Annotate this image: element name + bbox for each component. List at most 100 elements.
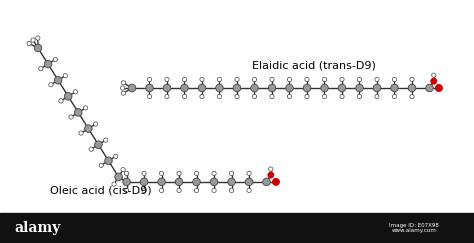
Circle shape <box>175 178 183 186</box>
Circle shape <box>163 84 171 92</box>
Circle shape <box>121 91 126 95</box>
Circle shape <box>34 44 42 52</box>
Circle shape <box>268 84 276 92</box>
Text: alamy: alamy <box>14 221 60 235</box>
Circle shape <box>252 77 256 82</box>
Circle shape <box>233 84 241 92</box>
Circle shape <box>270 94 274 99</box>
Circle shape <box>124 171 128 175</box>
Circle shape <box>165 77 169 82</box>
Circle shape <box>229 188 234 192</box>
Circle shape <box>305 94 309 99</box>
Circle shape <box>273 178 280 185</box>
Circle shape <box>322 94 327 99</box>
Circle shape <box>268 172 274 178</box>
Circle shape <box>435 85 442 92</box>
Circle shape <box>99 163 103 167</box>
Circle shape <box>89 147 93 151</box>
Circle shape <box>59 99 63 103</box>
Circle shape <box>73 90 78 94</box>
Circle shape <box>124 188 128 192</box>
Circle shape <box>247 171 251 175</box>
Circle shape <box>212 188 216 192</box>
Circle shape <box>121 167 125 172</box>
Circle shape <box>142 171 146 175</box>
Circle shape <box>27 41 31 46</box>
Circle shape <box>112 182 116 186</box>
Circle shape <box>159 188 164 192</box>
Circle shape <box>235 77 239 82</box>
Circle shape <box>69 115 73 119</box>
Bar <box>0 213 474 243</box>
Circle shape <box>269 167 273 171</box>
Circle shape <box>200 77 204 82</box>
Circle shape <box>218 94 222 99</box>
Circle shape <box>357 94 362 99</box>
Circle shape <box>194 188 199 192</box>
Circle shape <box>287 94 292 99</box>
Circle shape <box>373 84 381 92</box>
Circle shape <box>303 84 311 92</box>
Circle shape <box>105 157 112 165</box>
Circle shape <box>235 94 239 99</box>
Circle shape <box>210 178 218 186</box>
Circle shape <box>200 94 204 99</box>
Circle shape <box>84 125 92 132</box>
Circle shape <box>198 84 206 92</box>
Circle shape <box>181 84 188 92</box>
Circle shape <box>53 57 57 62</box>
Circle shape <box>140 178 148 186</box>
Circle shape <box>356 84 363 92</box>
Circle shape <box>79 131 83 135</box>
Circle shape <box>305 77 309 82</box>
Text: Oleic acid (cis-D9): Oleic acid (cis-D9) <box>50 185 152 195</box>
Circle shape <box>159 171 164 175</box>
Circle shape <box>216 84 223 92</box>
Circle shape <box>128 84 136 92</box>
Circle shape <box>251 84 258 92</box>
Circle shape <box>44 60 52 68</box>
Circle shape <box>375 77 379 82</box>
Circle shape <box>375 94 379 99</box>
Circle shape <box>39 67 43 71</box>
Circle shape <box>391 84 398 92</box>
Circle shape <box>426 84 433 92</box>
Circle shape <box>286 84 293 92</box>
Circle shape <box>63 74 67 78</box>
Circle shape <box>245 178 253 186</box>
Circle shape <box>252 94 256 99</box>
Circle shape <box>83 106 88 110</box>
Circle shape <box>115 173 122 181</box>
Text: Elaidic acid (trans-D9): Elaidic acid (trans-D9) <box>252 60 375 70</box>
Circle shape <box>177 171 181 175</box>
Circle shape <box>31 38 35 42</box>
Circle shape <box>64 93 72 100</box>
Circle shape <box>93 122 98 126</box>
Circle shape <box>194 171 199 175</box>
Circle shape <box>182 94 187 99</box>
Circle shape <box>218 77 222 82</box>
Circle shape <box>228 178 235 186</box>
Circle shape <box>270 77 274 82</box>
Text: Image ID: E07X98
www.alamy.com: Image ID: E07X98 www.alamy.com <box>389 223 439 233</box>
Circle shape <box>392 94 397 99</box>
Circle shape <box>74 109 82 116</box>
Circle shape <box>147 77 152 82</box>
Circle shape <box>165 94 169 99</box>
Circle shape <box>123 178 130 186</box>
Circle shape <box>212 171 216 175</box>
Circle shape <box>263 178 270 186</box>
Circle shape <box>103 138 108 142</box>
Circle shape <box>392 77 397 82</box>
Circle shape <box>146 84 153 92</box>
Circle shape <box>357 77 362 82</box>
Circle shape <box>431 78 437 84</box>
Circle shape <box>158 178 165 186</box>
Circle shape <box>247 188 251 192</box>
Circle shape <box>432 73 436 77</box>
Circle shape <box>340 94 344 99</box>
Circle shape <box>147 94 152 99</box>
Circle shape <box>120 86 125 90</box>
Circle shape <box>182 77 187 82</box>
Circle shape <box>321 84 328 92</box>
